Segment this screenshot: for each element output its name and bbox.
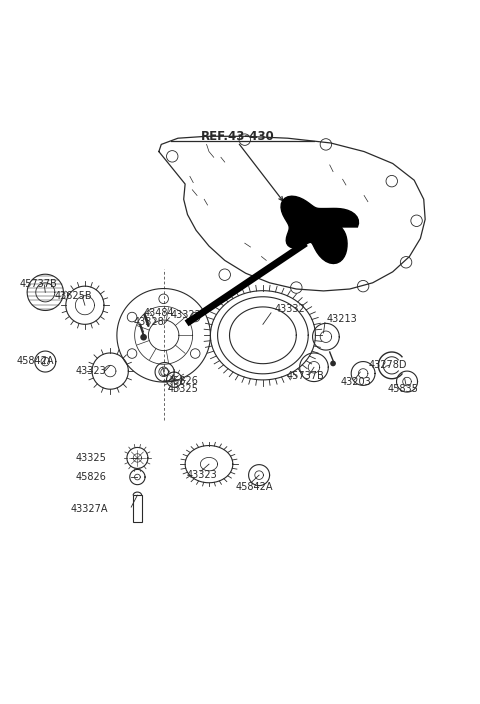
Text: REF.43-430: REF.43-430	[201, 130, 275, 143]
Text: 45737B: 45737B	[20, 279, 57, 289]
Text: 43323: 43323	[75, 366, 106, 376]
Text: 43325: 43325	[75, 453, 106, 463]
Text: 43213: 43213	[327, 313, 358, 324]
Text: 45842A: 45842A	[17, 356, 54, 365]
Text: 43328: 43328	[134, 318, 165, 327]
Polygon shape	[281, 196, 359, 263]
Text: 45826: 45826	[168, 376, 198, 386]
Text: 43203: 43203	[340, 377, 371, 386]
Text: 45826: 45826	[75, 472, 106, 482]
Text: 43325: 43325	[168, 384, 198, 394]
Text: 43278D: 43278D	[369, 360, 408, 370]
Text: 43323: 43323	[187, 470, 217, 480]
Circle shape	[330, 360, 336, 366]
Text: 43322: 43322	[171, 310, 202, 320]
Bar	[133, 496, 142, 522]
Text: 45737B: 45737B	[287, 371, 324, 381]
Text: 43332: 43332	[275, 304, 305, 314]
Text: 43625B: 43625B	[55, 291, 93, 301]
Text: 43484: 43484	[144, 308, 174, 318]
Text: 45835: 45835	[388, 384, 419, 394]
Circle shape	[140, 334, 147, 341]
Text: 43327A: 43327A	[71, 503, 108, 513]
Text: 45842A: 45842A	[235, 482, 273, 491]
